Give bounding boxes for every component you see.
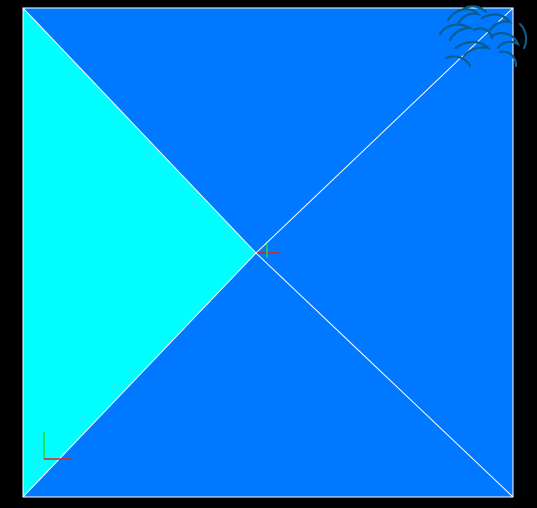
right-face[interactable] <box>256 8 513 497</box>
outer-border-edge <box>22 7 514 498</box>
diagonal-edge-top-left <box>22 7 257 254</box>
left-face[interactable] <box>23 8 256 497</box>
axis-triad-icon <box>43 432 71 460</box>
mesh-edges <box>22 7 514 498</box>
center-pivot-icon <box>257 244 279 258</box>
bottom-face[interactable] <box>23 253 513 497</box>
diagonal-edge-top-right <box>255 7 514 254</box>
diagonal-edge-bottom-right <box>255 252 514 498</box>
swirl-logo-icon <box>438 5 528 68</box>
diagonal-edge-bottom-left <box>22 252 257 498</box>
top-face[interactable] <box>23 8 513 253</box>
